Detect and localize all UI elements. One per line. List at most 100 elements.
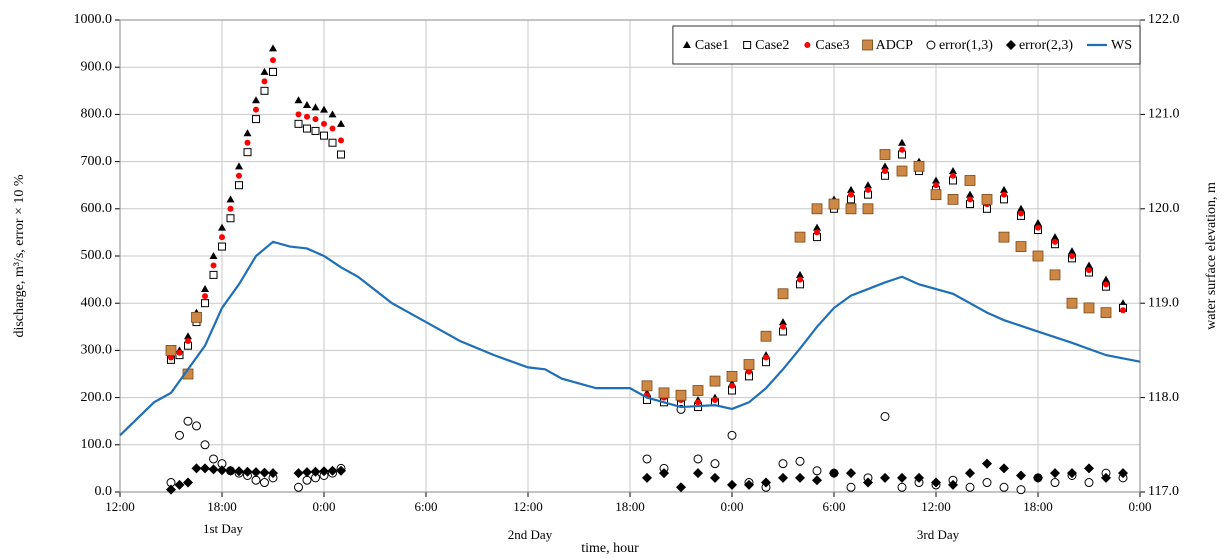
y2-tick-label: 122.0 — [1148, 12, 1180, 27]
triangle-marker — [932, 176, 940, 184]
diamond-marker — [242, 466, 253, 477]
open-circle-marker — [727, 430, 737, 440]
diamond-marker — [1067, 468, 1077, 479]
diamond-marker — [259, 467, 270, 478]
square-marker — [191, 311, 202, 323]
legend-item: error(2,3) — [1005, 38, 1073, 53]
y2-axis-label: water surface elevation, m — [1204, 182, 1219, 330]
square-marker — [1066, 297, 1078, 309]
diamond-marker — [642, 472, 652, 483]
y2-tick-label: 121.0 — [1148, 107, 1180, 122]
diamond-marker — [1118, 468, 1128, 479]
diamond-marker — [965, 468, 975, 479]
circle-marker — [933, 182, 939, 189]
triangle-marker — [243, 129, 252, 137]
diamond-marker — [659, 468, 669, 479]
x-tick-label: 18:00 — [615, 499, 645, 514]
square-marker — [209, 270, 218, 279]
triangle-marker — [337, 119, 345, 127]
triangle-marker — [260, 67, 269, 75]
day-label: 2nd Day — [508, 527, 553, 542]
diamond-marker — [999, 463, 1009, 474]
square-marker — [1100, 307, 1112, 319]
open-circle-marker — [1084, 478, 1094, 488]
circle-marker — [1018, 210, 1024, 217]
diamond-marker — [310, 466, 321, 477]
triangle-marker — [1102, 275, 1110, 283]
y-tick-label: 500.0 — [81, 248, 113, 263]
square-marker — [811, 203, 823, 215]
triangle-marker — [966, 190, 974, 198]
diamond-marker — [200, 463, 210, 474]
circle-marker — [899, 146, 905, 153]
diamond-marker — [174, 479, 185, 490]
y-axis-label: discharge, m³/s, error × 10 % — [12, 174, 27, 337]
triangle-marker — [269, 44, 277, 52]
open-circle-marker — [693, 454, 703, 464]
square-marker — [794, 231, 806, 243]
open-circle-marker — [710, 459, 720, 469]
diamond-marker — [778, 472, 788, 483]
legend-item: error(1,3) — [926, 38, 993, 53]
ws-line — [119, 240, 1141, 437]
circle-marker — [804, 42, 811, 48]
circle-marker — [797, 276, 803, 283]
x-tick-label: 12:00 — [105, 499, 135, 514]
square-marker — [1032, 250, 1044, 262]
diamond-marker — [982, 458, 992, 469]
diamond-marker — [710, 472, 720, 483]
diamond-marker — [948, 479, 958, 490]
diamond-marker — [744, 479, 754, 490]
open-circle-marker — [192, 421, 201, 431]
open-circle-marker — [302, 475, 312, 485]
square-marker — [218, 242, 226, 251]
square-marker — [165, 344, 177, 356]
y-tick-label: 700.0 — [81, 154, 113, 169]
triangle-marker — [898, 138, 906, 146]
legend: Case1 Case2 Case3 ADCP error(1,3) error(2,3) W… — [672, 25, 1141, 65]
diamond-marker — [1033, 472, 1043, 483]
x-tick-label: 6:00 — [414, 499, 437, 514]
y-tick-label: 200.0 — [81, 390, 113, 405]
circle-marker — [176, 349, 183, 356]
diamond-marker — [676, 482, 686, 493]
legend-item: Case1 — [682, 38, 729, 53]
square-marker — [658, 387, 670, 399]
square-marker — [1015, 241, 1027, 252]
circle-marker — [185, 337, 191, 344]
square-marker — [760, 330, 772, 342]
legend-item: Case2 — [743, 38, 789, 53]
legend-item: ADCP — [862, 38, 914, 53]
x-tick-label: 18:00 — [1023, 499, 1053, 514]
circle-marker — [1103, 281, 1109, 288]
square-marker — [311, 126, 320, 135]
triangle-marker — [328, 110, 337, 118]
legend-label: Case3 — [815, 38, 849, 53]
diamond-marker — [336, 465, 346, 476]
circle-marker — [967, 196, 973, 203]
diamond-marker — [829, 468, 839, 479]
circle-marker — [210, 262, 217, 269]
circle-marker — [1069, 253, 1075, 259]
y-tick-label: 300.0 — [81, 343, 113, 358]
open-circle-marker — [200, 440, 210, 450]
open-circle-marker — [1050, 478, 1060, 488]
circle-marker — [814, 229, 820, 236]
square-marker — [692, 385, 704, 396]
triangle-marker — [252, 96, 260, 104]
legend-label: ADCP — [876, 38, 914, 53]
open-circle-marker — [812, 466, 822, 476]
diamond-marker — [795, 472, 805, 483]
open-circle-marker — [642, 454, 652, 464]
open-circle-marker — [209, 454, 218, 464]
triangle-marker — [847, 185, 855, 193]
diamond-marker — [863, 477, 873, 488]
triangle-marker — [1051, 233, 1059, 241]
open-circle-marker — [260, 478, 269, 488]
triangle-marker — [1085, 261, 1093, 269]
circle-marker — [712, 396, 718, 403]
diamond-marker — [302, 467, 312, 478]
square-marker — [252, 115, 260, 124]
square-marker — [1049, 269, 1061, 281]
circle-marker — [1001, 191, 1007, 198]
